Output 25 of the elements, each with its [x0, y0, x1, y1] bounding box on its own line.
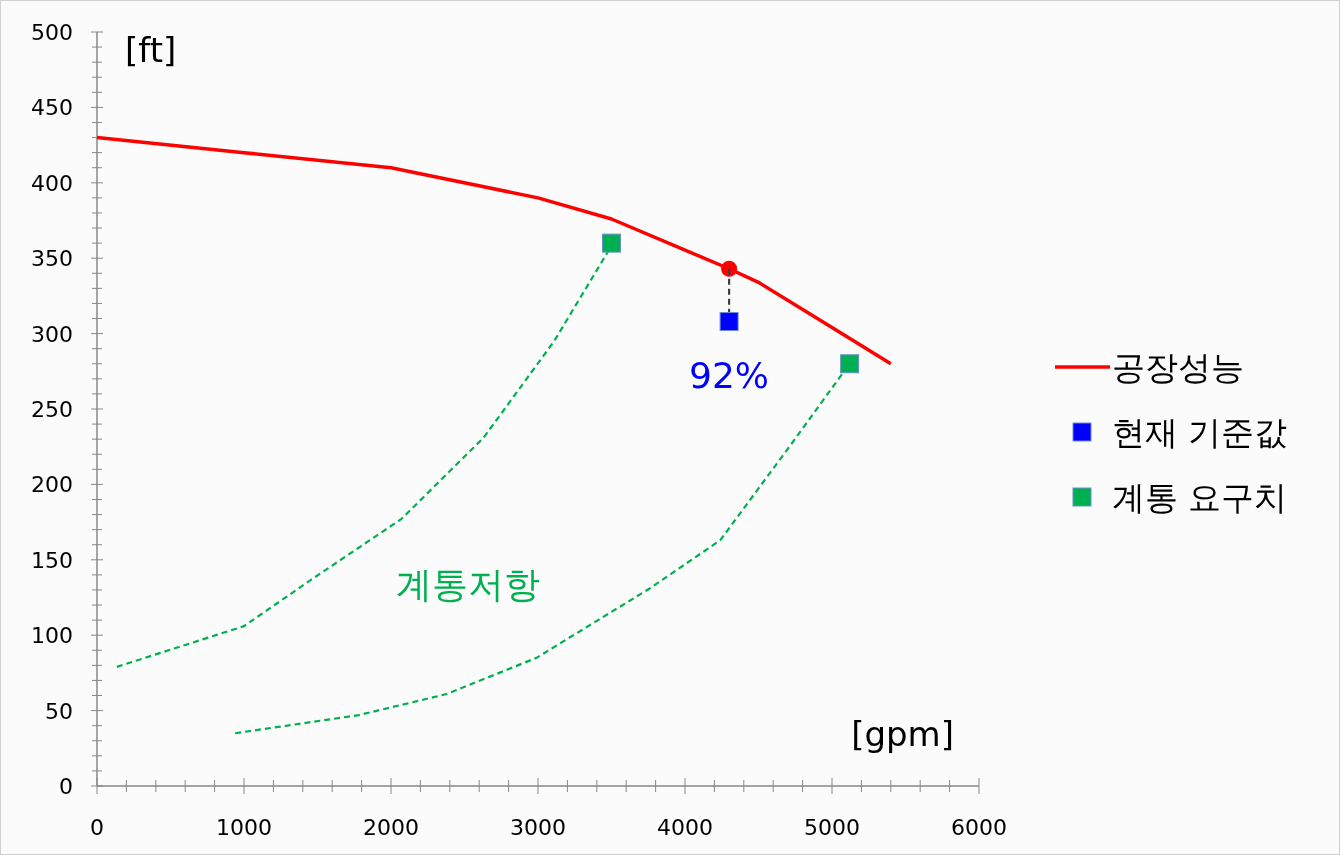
x-tick-label: 5000 — [804, 815, 860, 840]
legend-label: 계통 요구치 — [1112, 478, 1288, 517]
y-tick-label: 150 — [31, 547, 73, 573]
y-tick-label: 450 — [31, 95, 73, 121]
y-tick-label: 400 — [31, 170, 73, 196]
legend-label: 현재 기준값 — [1112, 413, 1288, 452]
y-tick-label: 200 — [31, 472, 73, 498]
y-tick-label: 500 — [31, 20, 73, 45]
y-tick-label: 0 — [59, 774, 73, 799]
annotation: 계통저항 — [396, 564, 540, 605]
x-tick-label: 2000 — [363, 815, 419, 840]
y-tick-label: 300 — [31, 321, 73, 347]
x-tick-label: 1000 — [216, 815, 272, 840]
x-tick-label: 6000 — [951, 815, 1007, 840]
legend-label: 공장성능 — [1112, 348, 1244, 387]
y-axis-title: [ft] — [125, 30, 177, 70]
x-tick-label: 4000 — [657, 815, 713, 840]
x-tick-label: 0 — [90, 815, 104, 840]
y-tick-label: 250 — [31, 397, 73, 422]
x-axis-title: [gpm] — [851, 714, 954, 754]
x-tick-label: 3000 — [510, 815, 566, 840]
y-tick-label: 50 — [45, 698, 73, 724]
y-tick-label: 350 — [31, 246, 73, 272]
y-tick-label: 100 — [31, 623, 73, 649]
annotation: 92% — [688, 355, 770, 396]
